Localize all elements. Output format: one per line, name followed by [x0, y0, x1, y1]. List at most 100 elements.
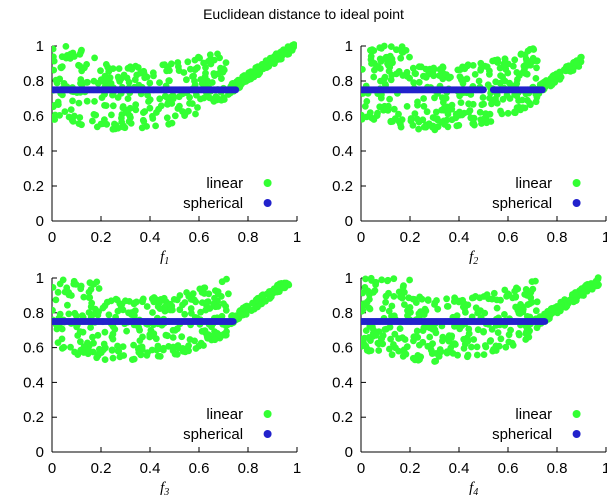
- linear-point: [465, 325, 473, 333]
- linear-point: [242, 72, 250, 80]
- linear-point: [395, 110, 402, 118]
- linear-point: [529, 55, 537, 63]
- linear-point: [146, 79, 154, 87]
- linear-point: [420, 123, 428, 131]
- legend-marker-linear: [263, 410, 272, 418]
- x-tick-label: 1: [293, 229, 301, 246]
- linear-point: [237, 310, 245, 318]
- linear-point: [480, 293, 488, 300]
- linear-point: [198, 289, 206, 296]
- linear-point: [114, 124, 122, 132]
- linear-point: [279, 284, 287, 292]
- linear-point: [386, 323, 394, 331]
- subplot-3: 0 0.2 0.4 0.6 0.8 1 0 0.2 0.4 0.6 0.8 1 f3 linear sphe…: [23, 270, 301, 498]
- linear-point: [533, 64, 540, 72]
- linear-point: [486, 94, 493, 102]
- linear-point: [185, 292, 193, 300]
- linear-point: [146, 104, 154, 112]
- legend-marker-linear: [263, 179, 272, 187]
- linear-point: [397, 123, 405, 131]
- linear-point: [409, 64, 417, 72]
- linear-point: [222, 59, 230, 66]
- linear-point: [140, 118, 148, 125]
- linear-point: [125, 309, 132, 317]
- linear-point: [54, 288, 62, 296]
- legend-marker-linear: [572, 410, 581, 418]
- linear-point: [383, 106, 390, 113]
- linear-point: [179, 301, 186, 309]
- linear-point: [215, 331, 223, 339]
- linear-point: [493, 304, 501, 312]
- linear-point: [134, 64, 142, 71]
- linear-point: [393, 46, 400, 54]
- linear-point: [94, 331, 102, 339]
- linear-point: [102, 76, 110, 83]
- linear-point: [194, 104, 201, 111]
- linear-point: [363, 298, 371, 306]
- linear-point: [101, 356, 109, 363]
- linear-point: [68, 114, 75, 122]
- linear-point: [411, 110, 419, 117]
- linear-point: [374, 109, 381, 117]
- y-tick-label: 0: [36, 444, 44, 461]
- x-tick-label: 0.4: [449, 460, 470, 477]
- linear-point: [367, 274, 375, 282]
- linear-point: [477, 65, 485, 72]
- linear-point: [473, 351, 481, 359]
- linear-point: [414, 98, 421, 106]
- linear-point: [56, 112, 63, 119]
- linear-point: [90, 77, 98, 85]
- linear-point: [572, 290, 579, 298]
- linear-point: [83, 61, 90, 68]
- linear-point: [181, 310, 189, 318]
- linear-point: [140, 109, 147, 116]
- linear-point: [386, 52, 394, 60]
- linear-point: [77, 285, 85, 293]
- legend-label-linear: linear: [206, 406, 243, 423]
- linear-point: [386, 61, 393, 69]
- points-layer: [361, 42, 585, 134]
- linear-point: [432, 108, 440, 116]
- linear-point: [91, 54, 98, 62]
- linear-point: [521, 291, 529, 298]
- linear-point: [104, 63, 112, 71]
- linear-point: [150, 72, 157, 80]
- y-tick-label: 0.8: [23, 305, 44, 322]
- legend-marker-spherical: [263, 430, 272, 438]
- linear-point: [52, 66, 58, 74]
- linear-point: [376, 55, 384, 63]
- linear-point: [169, 343, 177, 351]
- linear-point: [72, 280, 80, 288]
- linear-point: [483, 63, 491, 71]
- linear-point: [514, 285, 522, 293]
- linear-point: [386, 95, 393, 103]
- linear-point: [52, 284, 57, 291]
- linear-point: [65, 289, 73, 296]
- linear-point: [284, 43, 292, 51]
- linear-point: [505, 291, 513, 298]
- x-tick-label: 0.2: [400, 460, 421, 477]
- x-tick-label: 0.4: [449, 229, 470, 246]
- y-tick-label: 0.4: [332, 143, 353, 160]
- linear-point: [252, 296, 260, 304]
- linear-point: [567, 297, 574, 305]
- linear-point: [386, 345, 393, 353]
- linear-point: [132, 106, 140, 114]
- linear-point: [467, 114, 475, 122]
- linear-point: [361, 342, 366, 350]
- y-tick-label: 0.6: [23, 340, 44, 357]
- legend-marker-linear: [572, 179, 581, 187]
- linear-point: [87, 324, 94, 331]
- linear-point: [90, 280, 98, 288]
- linear-point: [497, 335, 505, 343]
- linear-point: [60, 80, 68, 87]
- linear-point: [376, 44, 384, 52]
- linear-point: [367, 46, 374, 54]
- linear-point: [100, 340, 108, 348]
- x-axis-label: f2: [469, 249, 478, 267]
- linear-point: [420, 102, 428, 110]
- x-tick-label: 0.8: [547, 229, 568, 246]
- linear-point: [67, 106, 75, 113]
- linear-point: [192, 110, 199, 118]
- linear-point: [126, 112, 134, 120]
